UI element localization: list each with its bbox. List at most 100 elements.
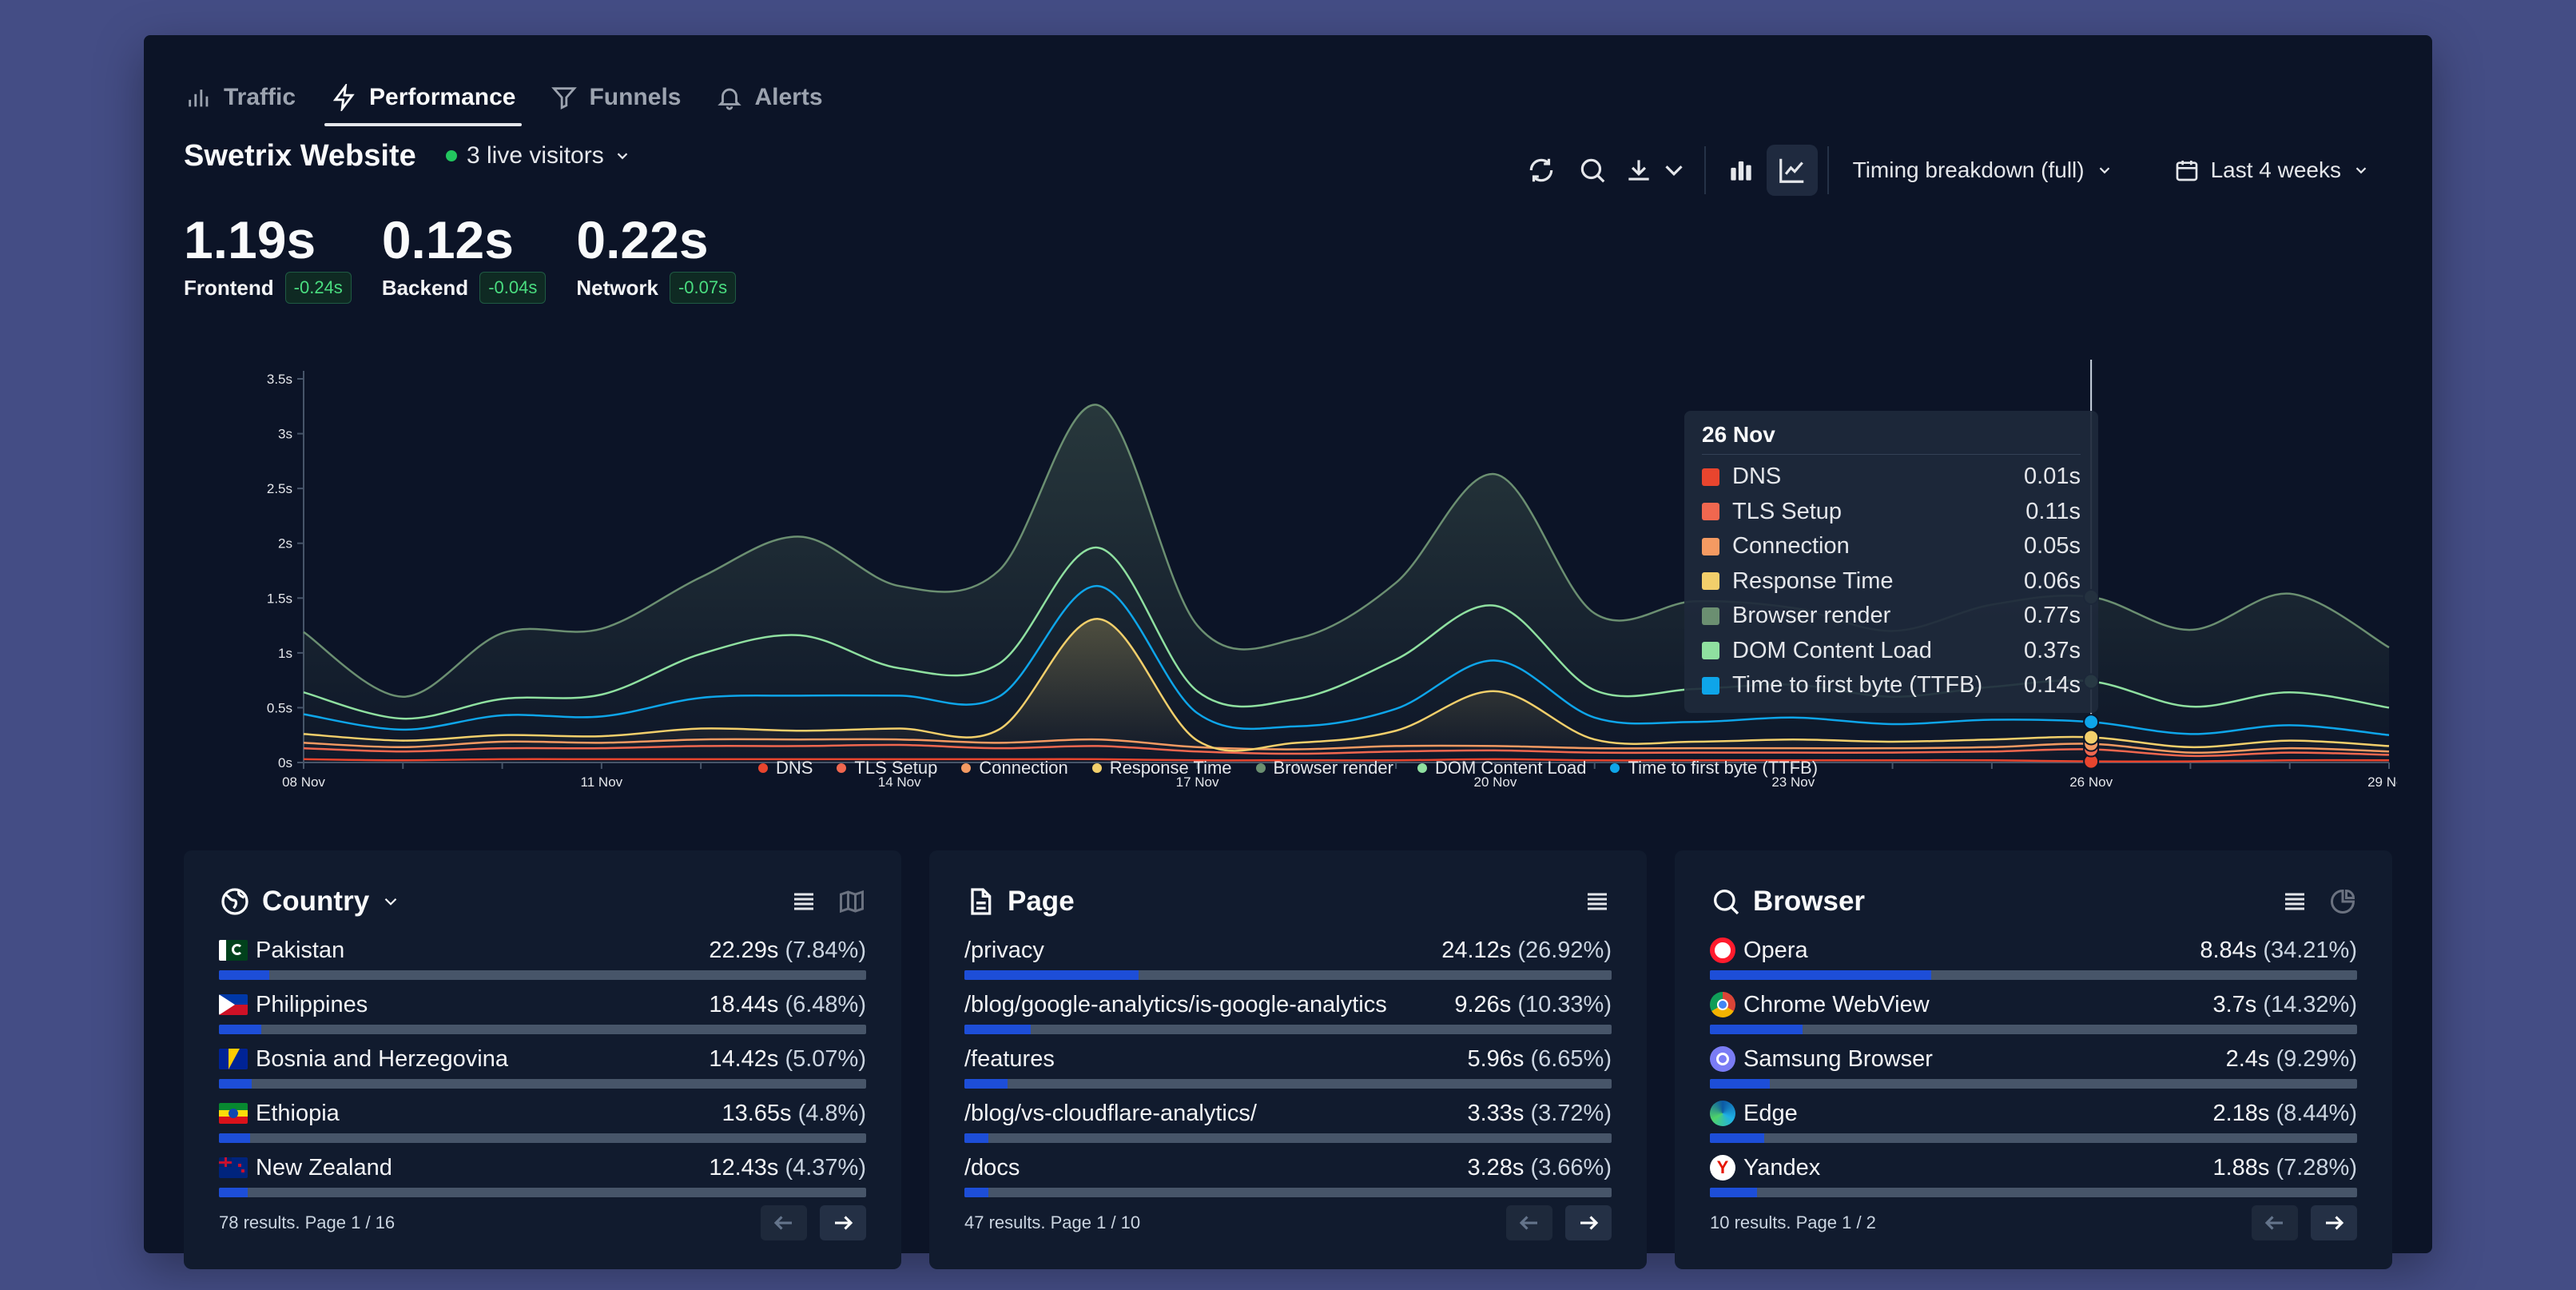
metric-value: 0.12s (381, 210, 514, 269)
funnel-icon (551, 87, 578, 110)
next-page-button[interactable] (820, 1205, 866, 1240)
row-label: Bosnia and Herzegovina (256, 1045, 508, 1072)
tooltip-row: DOM Content Load 0.37s (1702, 634, 2081, 669)
tooltip-series-name: Browser render (1732, 603, 1891, 629)
legend-item[interactable]: TLS Setup (837, 758, 937, 778)
x-tick-label: 26 Nov (2069, 774, 2113, 790)
tab-alerts[interactable]: Alerts (716, 77, 823, 118)
country-panel-title[interactable]: Country (219, 886, 401, 918)
tls-setup-line (303, 743, 2390, 758)
row-percent: (8.44%) (2276, 1100, 2357, 1126)
samsung-icon (1710, 1046, 1735, 1072)
browser-row[interactable]: Chrome WebView 3.7s (14.32%) (1710, 989, 2357, 1044)
pagination-info: 78 results. Page 1 / 16 (219, 1212, 396, 1232)
tooltip-swatch (1702, 537, 1719, 555)
browser-row[interactable]: Samsung Browser 2.4s (9.29%) (1710, 1044, 2357, 1098)
browser-list: Opera 8.84s (34.21%) Chrome WebView 3.7s (1… (1710, 935, 2357, 1207)
page-row[interactable]: /privacy 24.12s (26.92%) (964, 935, 1612, 989)
row-percent: (5.07%) (785, 1045, 866, 1072)
legend-item[interactable]: Connection (961, 758, 1068, 778)
next-page-button[interactable] (2311, 1205, 2357, 1240)
row-label: Ethiopia (256, 1100, 340, 1126)
legend-label: DOM Content Load (1434, 758, 1587, 778)
browser-row[interactable]: Y Yandex 1.88s (7.28%) (1710, 1153, 2357, 1207)
legend-dot (961, 763, 972, 773)
metrics-summary: 1.19s Frontend -0.24s 0.12s Backend -0.0… (184, 209, 737, 304)
share-bar-fill (219, 970, 270, 980)
y-tick-label: 0.5s (267, 700, 292, 715)
legend-item[interactable]: DNS (757, 758, 813, 778)
tooltip-series-value: 0.14s (2024, 672, 2081, 699)
live-visitors-dropdown[interactable]: 3 live visitors (446, 142, 631, 169)
list-view-icon[interactable] (1583, 887, 1612, 916)
tab-traffic[interactable]: Traffic (185, 77, 296, 118)
row-value: 3.28s (1467, 1154, 1525, 1181)
tooltip-series-name: TLS Setup (1732, 498, 1843, 524)
dns-line (303, 758, 2390, 763)
search-button[interactable] (1567, 145, 1618, 196)
legend-item[interactable]: Response Time (1091, 758, 1232, 778)
page-row[interactable]: /features 5.96s (6.65%) (964, 1044, 1612, 1098)
refresh-button[interactable] (1516, 145, 1567, 196)
next-page-button[interactable] (1565, 1205, 1612, 1240)
prev-page-button[interactable] (761, 1205, 807, 1240)
country-row[interactable]: Ethiopia 13.65s (4.8%) (219, 1098, 866, 1153)
page-row[interactable]: /docs 3.28s (3.66%) (964, 1153, 1612, 1207)
tab-alerts-label: Alerts (754, 84, 823, 110)
timing-breakdown-dropdown[interactable]: Timing breakdown (full) (1839, 145, 2128, 196)
page-panel: Page /privacy 24.12s (26.92%) /blog/google… (929, 850, 1647, 1269)
tab-funnels[interactable]: Funnels (551, 77, 681, 118)
refresh-icon (1529, 158, 1552, 182)
performance-chart[interactable]: 0s 0.5s 1s 1.5s 2s 2.5s 3s 3.5s 08 Nov 11 Nov 14 N… (192, 355, 2397, 834)
chart-legend: DNS TLS Setup Connection Response Time Brows… (0, 758, 2576, 778)
list-view-icon[interactable] (2280, 887, 2309, 916)
share-bar-fill (219, 1133, 250, 1143)
legend-label: Connection (979, 758, 1068, 778)
row-percent: (6.65%) (1530, 1045, 1612, 1072)
pie-chart-icon[interactable] (2328, 887, 2357, 916)
share-bar-fill (1710, 1079, 1771, 1089)
browser-row[interactable]: Opera 8.84s (34.21%) (1710, 935, 2357, 989)
legend-dot (837, 763, 847, 773)
browser-row[interactable]: Edge 2.18s (8.44%) (1710, 1098, 2357, 1153)
tab-funnels-label: Funnels (589, 84, 682, 110)
bell-icon (718, 88, 742, 110)
country-panel: Country Pakistan 22.29s (7.84%) Philippine… (184, 850, 901, 1269)
period-dropdown[interactable]: Last 4 weeks (2160, 145, 2384, 196)
row-label: /blog/vs-cloudflare-analytics/ (964, 1100, 1257, 1126)
share-bar-fill (219, 1079, 252, 1089)
prev-page-button[interactable] (1506, 1205, 1552, 1240)
legend-dot (1417, 763, 1427, 773)
row-value: 8.84s (2200, 937, 2257, 963)
toolbar: Timing breakdown (full) Last 4 weeks (1516, 141, 2384, 200)
country-row[interactable]: New Zealand 12.43s (4.37%) (219, 1153, 866, 1207)
page-row[interactable]: /blog/vs-cloudflare-analytics/3.33s (3.7… (964, 1098, 1612, 1153)
export-button[interactable] (1618, 145, 1695, 196)
bar-chart-toggle[interactable] (1715, 145, 1767, 196)
legend-item[interactable]: DOM Content Load (1417, 758, 1587, 778)
tooltip-swatch (1702, 642, 1719, 660)
country-row[interactable]: Philippines 18.44s (6.48%) (219, 989, 866, 1044)
chevron-down-icon (384, 898, 397, 906)
row-percent: (7.28%) (2276, 1154, 2357, 1181)
share-bar (1710, 1025, 2357, 1034)
prev-page-button[interactable] (2252, 1205, 2298, 1240)
page-row[interactable]: /blog/google-analytics/is-google-analyti… (964, 989, 1612, 1044)
country-row[interactable]: Bosnia and Herzegovina 14.42s (5.07%) (219, 1044, 866, 1098)
row-value: 14.42s (709, 1045, 779, 1072)
legend-item[interactable]: Time to first byte (TTFB) (1610, 758, 1818, 778)
tooltip-row: TLS Setup 0.11s (1702, 495, 2081, 530)
metric-frontend: 1.19s Frontend -0.24s (184, 209, 352, 304)
tooltip-row: Time to first byte (TTFB) 0.14s (1702, 668, 2081, 703)
tooltip-row: Response Time 0.06s (1702, 564, 2081, 599)
map-view-icon[interactable] (837, 887, 866, 916)
row-percent: (4.8%) (797, 1100, 866, 1126)
list-view-icon[interactable] (789, 887, 818, 916)
line-chart-toggle[interactable] (1766, 145, 1818, 196)
country-row[interactable]: Pakistan 22.29s (7.84%) (219, 935, 866, 989)
legend-item[interactable]: Browser render (1255, 758, 1393, 778)
row-label: Opera (1743, 937, 1808, 963)
tab-performance[interactable]: Performance (324, 77, 523, 126)
row-label: Edge (1743, 1100, 1798, 1126)
tooltip-swatch (1702, 468, 1719, 486)
